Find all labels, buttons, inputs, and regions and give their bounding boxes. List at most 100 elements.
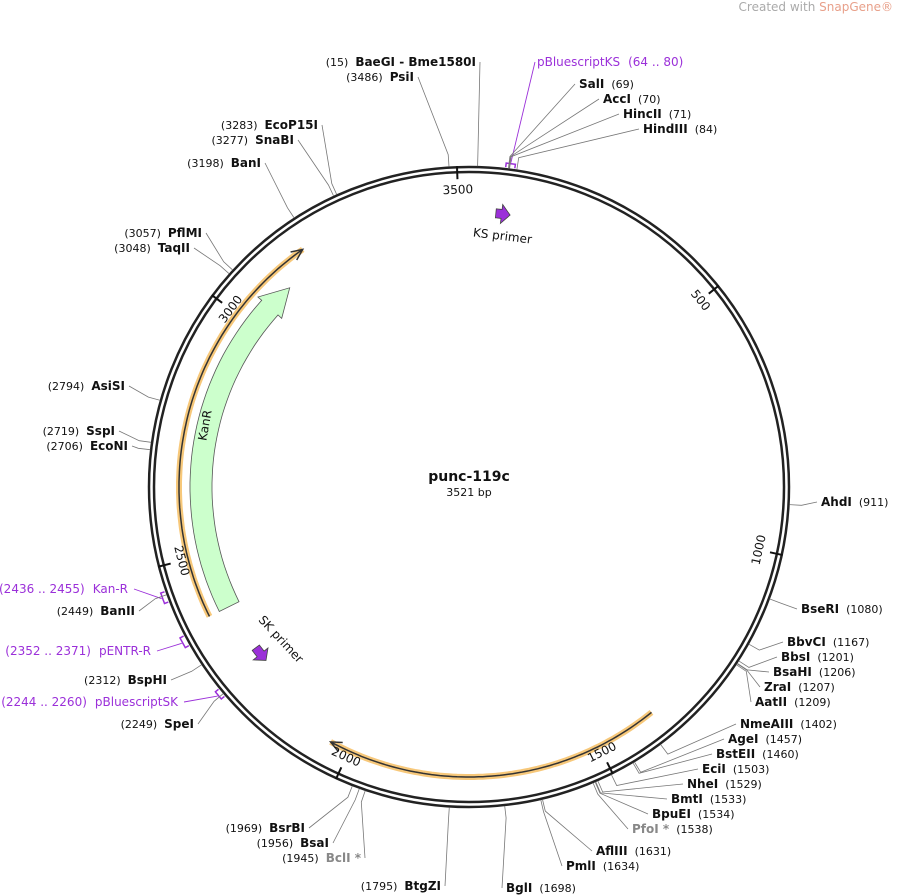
site-name: BstEII [716, 747, 755, 761]
site-leader [736, 663, 761, 688]
site-leader [597, 780, 684, 793]
site-name: BsrBI [269, 821, 305, 835]
site-name: NheI [687, 777, 718, 791]
site-label: AccI (70) [603, 92, 661, 106]
site-leader [634, 738, 725, 773]
tick-label: 2500 [171, 544, 192, 577]
site-label: (2719) SspI [43, 424, 115, 438]
site-label: AflIII (1631) [596, 844, 671, 858]
site-position: (2449) [57, 605, 94, 618]
feature-mark [178, 635, 190, 649]
site-leader [264, 162, 295, 219]
site-label: EciI (1503) [702, 762, 769, 776]
site-label: (2249) SpeI [121, 717, 194, 731]
tick-mark [769, 551, 783, 557]
feature-range: (64 .. 80) [628, 55, 683, 69]
site-leader [297, 139, 334, 197]
site-leader [170, 664, 202, 681]
watermark-prefix: Created with [739, 0, 816, 14]
site-leader [769, 598, 798, 610]
site-position: (1631) [635, 845, 672, 858]
site-position: (3283) [221, 119, 258, 132]
site-name: SnaBI [255, 133, 294, 147]
feature-mark [214, 688, 225, 701]
site-position: (1969) [226, 822, 263, 835]
site-label: BpuEI (1534) [652, 807, 735, 821]
site-position: (2706) [46, 440, 83, 453]
site-name: BsaHI [773, 665, 812, 679]
site-leader [508, 83, 576, 169]
site-name: BbsI [781, 650, 810, 664]
site-name: PsiI [390, 70, 414, 84]
site-position: (1538) [676, 823, 713, 836]
site-label: BbsI (1201) [781, 650, 854, 664]
site-position: (1207) [798, 681, 835, 694]
site-label: PfoI * (1538) [632, 822, 713, 836]
site-label: BseRI (1080) [801, 602, 883, 616]
site-leader [308, 785, 353, 829]
kanr-label: KanR [195, 409, 214, 442]
site-position: (1529) [725, 778, 762, 791]
feature-range: (2436 .. 2455) [0, 582, 85, 596]
site-label: NmeAIII (1402) [740, 717, 837, 731]
site-leader [736, 664, 752, 703]
site-position: (3057) [124, 227, 161, 240]
site-label: (3048) TaqII [114, 241, 190, 255]
site-label: (1795) BtgZI [361, 879, 441, 893]
site-name: BsaI [300, 836, 329, 850]
site-name: AgeI [728, 732, 758, 746]
site-position: (2719) [43, 425, 80, 438]
site-name: SalI [579, 77, 604, 91]
tick-label: 500 [688, 287, 713, 314]
site-name: BtgZI [404, 879, 441, 893]
feature-mark [159, 591, 169, 605]
site-position: (1945) [282, 852, 319, 865]
site-leader [501, 805, 507, 889]
site-label: BmtI (1533) [671, 792, 746, 806]
site-label: SalI (69) [579, 77, 634, 91]
site-leader [508, 98, 600, 169]
feature-label: (2352 .. 2371) pENTR-R [5, 644, 151, 658]
site-position: (2312) [84, 674, 121, 687]
feature-mark [504, 162, 517, 169]
site-name: BbvCI [787, 635, 826, 649]
site-leader [509, 113, 620, 169]
site-name: AhdI [821, 495, 852, 509]
site-position: (1956) [257, 837, 294, 850]
site-name: EcoNI [90, 439, 128, 453]
site-leader [131, 445, 151, 451]
feature-leader [156, 642, 182, 652]
tick-mark [157, 562, 171, 568]
site-label: (3198) BanI [187, 156, 261, 170]
site-position: (1402) [800, 718, 837, 731]
site-name: SpeI [164, 717, 194, 731]
site-position: (3486) [346, 71, 383, 84]
tick-label: 1000 [749, 533, 769, 566]
site-label: (1945) BclI * [282, 851, 362, 865]
orange-feature-left-head [290, 248, 305, 261]
site-label: HincII (71) [623, 107, 691, 121]
site-leader [738, 656, 778, 668]
site-name: BspHI [128, 673, 167, 687]
site-name: BglI [506, 881, 532, 895]
site-name: AatII [755, 695, 787, 709]
feature-name: Kan-R [93, 582, 128, 596]
tick-mark [211, 294, 223, 304]
kanr-arrow [189, 287, 291, 613]
site-leader [611, 768, 699, 786]
site-leader [205, 232, 233, 271]
site-name: AccI [603, 92, 631, 106]
site-name: BmtI [671, 792, 703, 806]
tick-mark [708, 284, 720, 295]
site-leader [660, 723, 737, 755]
site-label: AatII (1209) [755, 695, 831, 709]
feature-label: (2244 .. 2260) pBluescriptSK [1, 695, 179, 709]
site-label: AgeI (1457) [728, 732, 802, 746]
sk-primer-arrow [251, 644, 269, 661]
feature-label: (2436 .. 2455) Kan-R [0, 582, 128, 596]
ks-primer-arrow [494, 203, 511, 225]
site-position: (3048) [114, 242, 151, 255]
feature-leader [510, 61, 536, 163]
site-position: (1080) [846, 603, 883, 616]
